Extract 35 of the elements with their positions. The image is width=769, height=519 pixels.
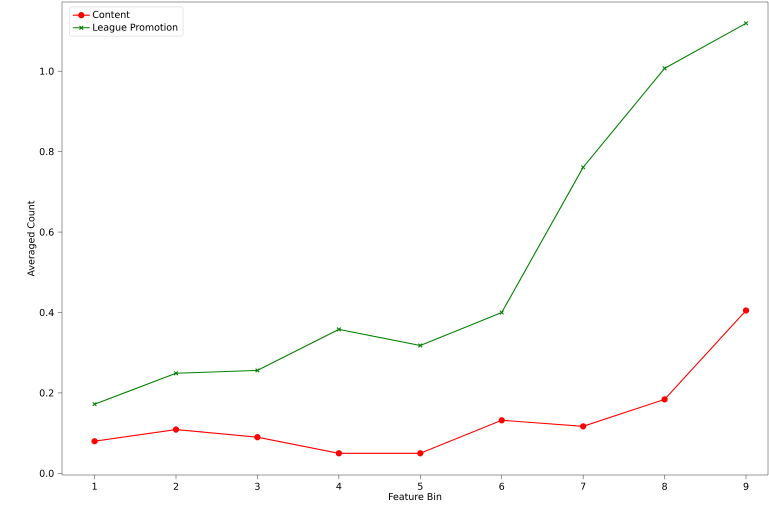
y-tick-label: 1.0 (40, 68, 54, 75)
x-tick-label: 9 (744, 482, 748, 490)
point (417, 450, 424, 456)
x-tick-label: 3 (255, 482, 260, 490)
y-tick-label: 0.6 (40, 228, 54, 236)
point (662, 66, 667, 71)
x-tick-label: 7 (580, 482, 586, 490)
legend-label: League Promotion (93, 23, 178, 33)
x-tick-label: 5 (418, 482, 422, 490)
y-tick-label: 0.2 (40, 389, 54, 397)
x-tick-label: 6 (499, 482, 504, 490)
point (336, 327, 342, 332)
x-tick-label: 4 (336, 482, 342, 490)
y-tick-label: 0.4 (40, 308, 54, 316)
point (499, 310, 504, 315)
point (254, 434, 261, 440)
point (91, 438, 98, 444)
x-tick-label: 8 (662, 482, 667, 490)
point (498, 417, 505, 424)
y-tick-label: 0.8 (40, 148, 54, 156)
point (580, 164, 586, 170)
point (336, 450, 342, 456)
point (255, 368, 260, 373)
point (661, 396, 668, 403)
point (174, 370, 178, 376)
y-tick-label: 0.0 (40, 470, 54, 477)
point (742, 307, 750, 314)
x-axis-title: Feature Bin (388, 492, 442, 500)
x-tick-label: 2 (174, 482, 178, 490)
legend-label: Content (92, 10, 130, 18)
x-tick-label: 1 (92, 482, 97, 490)
point (580, 423, 586, 430)
y-axis-title: Averaged Count (27, 200, 36, 276)
point (172, 426, 180, 433)
point (418, 343, 423, 348)
